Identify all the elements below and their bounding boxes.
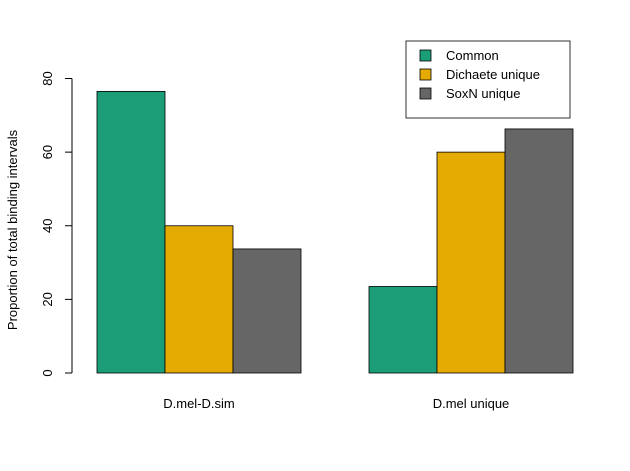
- x-category-label: D.mel-D.sim: [163, 396, 235, 411]
- bar-dichaete-unique-0: [164, 225, 234, 374]
- x-axis-labels: D.mel-D.sim D.mel unique: [163, 396, 509, 411]
- bar-common-1: [368, 286, 438, 374]
- legend-box: [405, 40, 571, 119]
- x-category-label: D.mel unique: [433, 396, 510, 411]
- bar-soxn-unique-1: [504, 128, 574, 374]
- legend-swatch: [419, 68, 432, 81]
- legend-label: Dichaete unique: [446, 67, 540, 82]
- y-axis: 0 20 40 60 80: [40, 71, 73, 377]
- y-tick-label: 60: [40, 145, 55, 159]
- bar-common-0: [96, 90, 166, 374]
- y-axis-label: Proportion of total binding intervals: [5, 129, 20, 330]
- y-tick-label: 0: [40, 369, 55, 376]
- legend-label: SoxN unique: [446, 86, 520, 101]
- y-tick-label: 20: [40, 292, 55, 306]
- bar-dichaete-unique-1: [436, 151, 506, 374]
- bar-soxn-unique-0: [232, 248, 302, 374]
- y-tick-label: 40: [40, 219, 55, 233]
- legend-swatch: [419, 87, 432, 100]
- legend-swatch: [419, 49, 432, 62]
- legend: Common Dichaete unique SoxN unique: [405, 40, 571, 119]
- bars: [96, 90, 574, 374]
- y-tick-label: 80: [40, 71, 55, 85]
- legend-label: Common: [446, 48, 499, 63]
